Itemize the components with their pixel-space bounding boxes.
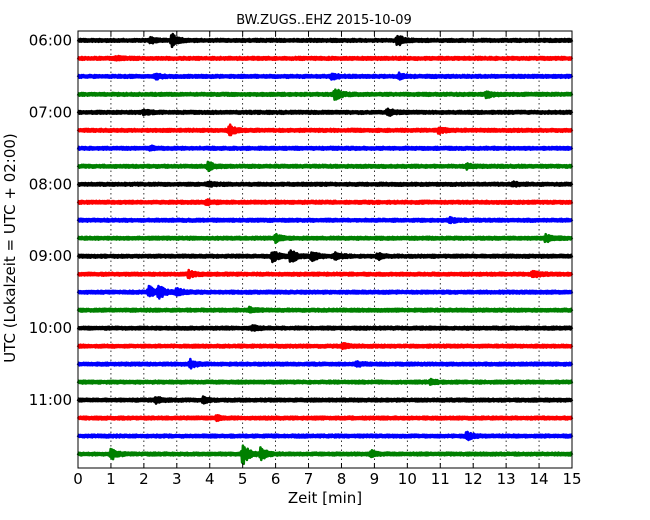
x-tick-label: 14 — [530, 470, 549, 488]
x-tick-label: 11 — [431, 470, 450, 488]
x-tick-label: 4 — [205, 470, 215, 488]
trace-0945 — [76, 305, 574, 314]
x-tick-label: 2 — [139, 470, 149, 488]
plot-frame — [77, 30, 573, 469]
trace-1145 — [76, 444, 574, 466]
chart-title: BW.ZUGS..EHZ 2015-10-09 — [236, 13, 412, 28]
trace-1045 — [76, 377, 574, 386]
trace-0800 — [76, 180, 574, 188]
trace-0745 — [76, 160, 574, 173]
trace-0900 — [76, 249, 574, 264]
y-tick-label: 10:00 — [29, 319, 72, 337]
trace-1115 — [76, 413, 574, 423]
x-tick-label: 15 — [562, 470, 581, 488]
x-tick-label: 10 — [398, 470, 417, 488]
y-tick-label: 08:00 — [29, 175, 72, 193]
trace-0615 — [76, 54, 574, 62]
trace-0930 — [76, 284, 574, 300]
trace-0715 — [76, 123, 574, 137]
trace-1100 — [76, 395, 574, 405]
trace-0830 — [76, 215, 574, 225]
x-tick-label: 8 — [337, 470, 347, 488]
x-tick-label: 7 — [304, 470, 314, 488]
grid-lines — [110, 31, 540, 468]
trace-0730 — [76, 144, 574, 152]
trace-0845 — [76, 232, 574, 245]
trace-0630 — [76, 71, 574, 81]
x-tick-label: 13 — [497, 470, 516, 488]
x-tick-label: 0 — [73, 470, 83, 488]
seismogram-traces — [76, 32, 574, 466]
trace-1000 — [76, 324, 574, 332]
x-tick-label: 1 — [106, 470, 116, 488]
x-tick-label: 6 — [271, 470, 281, 488]
trace-1030 — [76, 357, 574, 370]
trace-1015 — [76, 341, 574, 351]
x-axis-ticks: 0 1 2 3 4 5 6 7 8 9 10 11 12 13 14 15 — [73, 31, 582, 488]
trace-0815 — [76, 198, 574, 207]
trace-0700 — [76, 107, 574, 117]
x-tick-label: 12 — [464, 470, 483, 488]
trace-1130 — [76, 430, 574, 442]
trace-0645 — [76, 88, 574, 101]
y-tick-label: 07:00 — [29, 103, 72, 121]
y-tick-label: 11:00 — [29, 391, 72, 409]
y-tick-label: 06:00 — [29, 31, 72, 49]
x-tick-label: 3 — [172, 470, 182, 488]
y-axis-label: UTC (Lokalzeit = UTC + 02:00) — [1, 133, 19, 363]
trace-0915 — [76, 268, 574, 280]
x-tick-label: 9 — [370, 470, 380, 488]
x-tick-label: 5 — [238, 470, 248, 488]
trace-0600 — [76, 32, 574, 49]
x-axis-label: Zeit [min] — [288, 489, 362, 507]
y-tick-label: 09:00 — [29, 247, 72, 265]
y-axis-ticks: 06:00 07:00 08:00 09:00 10:00 11:00 — [29, 31, 572, 409]
